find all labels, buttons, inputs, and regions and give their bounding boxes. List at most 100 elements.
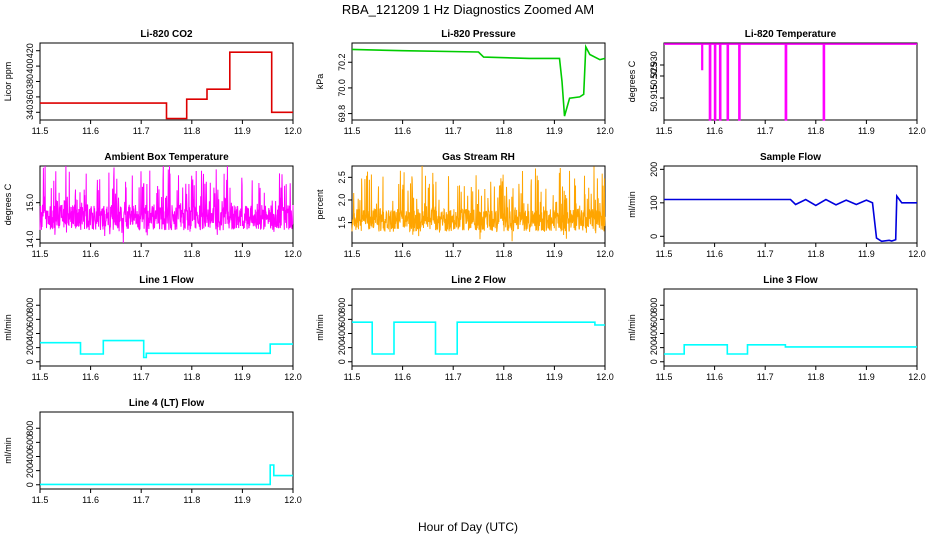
line1-ytick-label: 400: [25, 326, 35, 341]
line3-ytick-label: 600: [649, 312, 659, 327]
sampleflow-xtick-label: 11.8: [807, 249, 824, 259]
panel-line1: Line 1 Flow 11.5 11.6 11.7 11.8 11.9 12.0 0 2004…: [3, 275, 302, 382]
line4-ytick-label: 600: [25, 435, 35, 450]
co2-xtick-label: 11.5: [32, 126, 49, 136]
line1-title: Line 1 Flow: [139, 275, 194, 286]
pressure-series-line: [351, 43, 606, 117]
line4-xtick-label: 12.0: [284, 495, 302, 505]
panel-temperature: Li-820 Temperature 11.5 11.6 11.7 11.8 11.9 12…: [627, 29, 926, 136]
line1-xtick-label: 12.0: [284, 372, 302, 382]
line2-ytick-label: 600: [337, 312, 347, 327]
line1-ytick-label: 0: [25, 359, 35, 364]
temperature-xtick-label: 11.6: [706, 126, 723, 136]
temperature-series-line: [664, 43, 917, 121]
line2-ytick-label: 200: [337, 340, 347, 355]
ambient-title: Ambient Box Temperature: [104, 152, 229, 163]
ambient-ytick-label: 14.0: [25, 231, 35, 249]
line3-ytick-label: 800: [649, 298, 659, 313]
temperature-ytick-label: 50.915: [649, 84, 659, 112]
line2-plot-frame: [351, 288, 606, 367]
temperature-xtick-label: 12.0: [908, 126, 926, 136]
line3-xtick-label: 11.5: [656, 372, 673, 382]
line2-ytick-label: 0: [337, 359, 347, 364]
pressure-ytick-label: 69.8: [337, 105, 347, 123]
panel-pressure: Li-820 Pressure 11.5 11.6 11.7 11.8 11.9 12.0 6…: [315, 29, 614, 136]
rh-series-line: [351, 165, 606, 242]
rh-xtick-label: 12.0: [596, 249, 614, 259]
ambient-ytick-label: 15.0: [25, 194, 35, 212]
figure-title: RBA_121209 1 Hz Diagnostics Zoomed AM: [342, 2, 594, 17]
sampleflow-ytick-label: 200: [649, 162, 659, 177]
line3-ytick-label: 200: [649, 340, 659, 355]
ambient-xtick-label: 11.9: [234, 249, 251, 259]
line4-title: Line 4 (LT) Flow: [129, 398, 205, 409]
rh-ytick-label: 1.5: [337, 216, 347, 229]
rh-title: Gas Stream RH: [442, 152, 515, 163]
line2-xtick-label: 11.6: [394, 372, 411, 382]
line4-xtick-label: 11.7: [133, 495, 150, 505]
line4-xtick-label: 11.8: [183, 495, 200, 505]
line2-xtick-label: 11.5: [344, 372, 361, 382]
line4-ytick-label: 800: [25, 421, 35, 436]
sampleflow-ytick-label: 0: [649, 234, 659, 239]
line3-series-line: [664, 343, 917, 355]
co2-xtick-label: 11.7: [133, 126, 150, 136]
rh-ytick-label: 2.0: [337, 194, 347, 207]
line4-ytick-label: 400: [25, 449, 35, 464]
figure-xlabel: Hour of Day (UTC): [418, 520, 518, 534]
line3-ytick-label: 400: [649, 326, 659, 341]
line3-xtick-label: 11.9: [858, 372, 875, 382]
line3-ytick-label: 0: [649, 359, 659, 364]
ambient-xtick-label: 11.5: [32, 249, 49, 259]
pressure-xtick-label: 12.0: [596, 126, 614, 136]
co2-ytick-label: 340: [25, 105, 35, 120]
panel-line4: Line 4 (LT) Flow 11.5 11.6 11.7 11.8 11.9 12.0…: [3, 398, 302, 505]
line1-ytick-label: 600: [25, 312, 35, 327]
panel-sampleflow: Sample Flow 11.5 11.6 11.7 11.8 11.9 12.0 0 100 2…: [627, 152, 926, 259]
rh-xtick-label: 11.9: [546, 249, 563, 259]
sampleflow-xtick-label: 11.9: [858, 249, 875, 259]
temperature-plot-frame: [663, 42, 918, 121]
line1-plot-frame: [39, 288, 294, 367]
line3-plot-frame: [663, 288, 918, 367]
ambient-xtick-label: 12.0: [284, 249, 302, 259]
line2-series-line: [352, 321, 605, 355]
temperature-xtick-label: 11.7: [757, 126, 774, 136]
line4-ytick-label: 200: [25, 463, 35, 478]
line2-xtick-label: 11.9: [546, 372, 563, 382]
line4-ytick-label: 0: [25, 482, 35, 487]
co2-series-line: [40, 51, 293, 120]
ambient-ylabel: degrees C: [3, 183, 13, 225]
sampleflow-xtick-label: 11.6: [706, 249, 723, 259]
sampleflow-xtick-label: 11.5: [656, 249, 673, 259]
panel-rh: Gas Stream RH 11.5 11.6 11.7 11.8 11.9 12.0 1.5…: [315, 152, 614, 259]
panel-co2: Li-820 CO2 11.5 11.6 11.7 11.8 11.9 12.0 340360…: [3, 29, 302, 136]
temperature-xtick-label: 11.8: [807, 126, 824, 136]
temperature-xtick-label: 11.9: [858, 126, 875, 136]
co2-ytick-label: 400: [25, 59, 35, 74]
co2-xtick-label: 11.6: [82, 126, 99, 136]
line1-ytick-label: 200: [25, 340, 35, 355]
line3-ylabel: ml/min: [627, 314, 637, 341]
line2-ylabel: ml/min: [315, 314, 325, 341]
panel-line2: Line 2 Flow 11.5 11.6 11.7 11.8 11.9 12.0 0 2004…: [315, 275, 614, 382]
line1-xtick-label: 11.6: [82, 372, 99, 382]
panel-ambient: Ambient Box Temperature 11.5 11.6 11.7 11.8 1…: [3, 152, 302, 259]
co2-ytick-label: 420: [25, 43, 35, 58]
line4-ylabel: ml/min: [3, 437, 13, 464]
sampleflow-ytick-label: 100: [649, 195, 659, 210]
pressure-xtick-label: 11.7: [445, 126, 462, 136]
line4-series-line: [40, 464, 293, 486]
co2-title: Li-820 CO2: [140, 29, 193, 40]
ambient-plot-frame: [39, 165, 294, 244]
sampleflow-ylabel: ml/min: [627, 191, 637, 218]
line4-xtick-label: 11.5: [32, 495, 49, 505]
sampleflow-plot-frame: [663, 165, 918, 244]
pressure-xtick-label: 11.6: [394, 126, 411, 136]
line3-xtick-label: 11.6: [706, 372, 723, 382]
line2-xtick-label: 11.7: [445, 372, 462, 382]
co2-ytick-label: 380: [25, 74, 35, 89]
line1-xtick-label: 11.7: [133, 372, 150, 382]
line4-xtick-label: 11.6: [82, 495, 99, 505]
